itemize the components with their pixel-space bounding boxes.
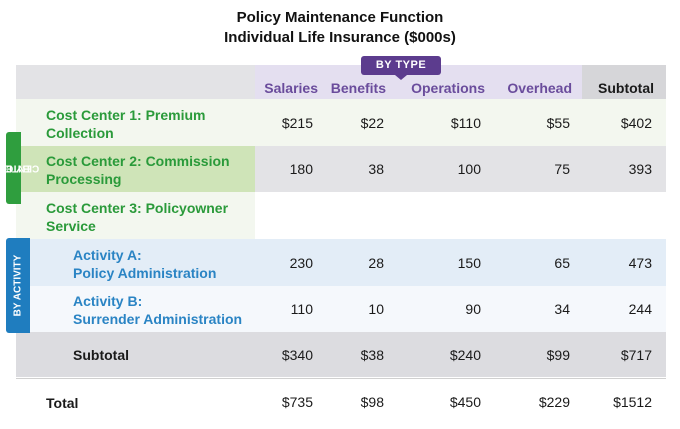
cell-subtotal-overhead: $99 xyxy=(546,347,570,363)
row-bg-cost-center-1 xyxy=(16,99,666,146)
row-label-activity-a: Activity A: Policy Administration xyxy=(73,247,217,281)
cell-cc1-overhead: $55 xyxy=(546,115,570,131)
by-type-badge: BY TYPE xyxy=(361,56,441,80)
cell-subtotal-operations: $240 xyxy=(449,347,481,363)
cell-act-b-benefits: 10 xyxy=(368,301,384,317)
cell-total-salaries: $735 xyxy=(281,394,313,410)
column-header-overhead: Overhead xyxy=(507,80,572,96)
cell-total-overhead: $229 xyxy=(538,394,570,410)
cell-cc2-overhead: 75 xyxy=(554,161,570,177)
column-header-subtotal: Subtotal xyxy=(598,80,654,96)
row-bg-subtotal xyxy=(16,332,666,377)
cell-act-a-salaries: 230 xyxy=(289,255,313,271)
table-subtitle: Individual Life Insurance ($000s) xyxy=(224,29,456,46)
cell-total-benefits: $98 xyxy=(360,394,384,410)
cell-act-a-subtotal: 473 xyxy=(628,255,652,271)
cell-act-b-operations: 90 xyxy=(465,301,481,317)
table-title: Policy Maintenance Function xyxy=(236,9,444,26)
cell-act-a-overhead: 65 xyxy=(554,255,570,271)
row-bg-activity-b xyxy=(16,286,666,332)
by-activity-tab: BY ACTIVITY xyxy=(6,238,30,333)
header-subtotal-band xyxy=(582,65,666,99)
row-label-cost-center-2: Cost Center 2: Commission Processing xyxy=(46,153,230,187)
total-divider xyxy=(16,378,666,379)
row-label-cost-center-1: Cost Center 1: Premium Collection xyxy=(46,107,206,141)
cell-subtotal-salaries: $340 xyxy=(281,347,313,363)
column-header-salaries: Salaries xyxy=(264,80,318,96)
row-label-activity-b: Activity B: Surrender Administration xyxy=(73,293,243,327)
cell-cc2-benefits: 38 xyxy=(368,161,384,177)
cell-cc2-operations: 100 xyxy=(457,161,481,177)
cell-act-a-benefits: 28 xyxy=(368,255,384,271)
cell-subtotal-subtotal: $717 xyxy=(620,347,652,363)
cell-act-a-operations: 150 xyxy=(457,255,481,271)
row-label-subtotal: Subtotal xyxy=(73,347,129,363)
row-label-highlight-cost-center-2 xyxy=(16,146,255,192)
cell-cc1-subtotal: $402 xyxy=(620,115,652,131)
cell-act-b-overhead: 34 xyxy=(554,301,570,317)
cell-total-subtotal: $1512 xyxy=(613,394,652,410)
row-bg-cost-center-3-label xyxy=(16,192,255,239)
cell-cc1-operations: $110 xyxy=(450,115,481,131)
cell-total-operations: $450 xyxy=(449,394,481,410)
cell-cc2-subtotal: 393 xyxy=(628,161,652,177)
cell-cc2-salaries: 180 xyxy=(289,161,313,177)
row-label-total: Total xyxy=(46,395,79,411)
cell-act-b-salaries: 110 xyxy=(290,301,313,317)
cell-cc1-salaries: $215 xyxy=(281,115,313,131)
cell-subtotal-benefits: $38 xyxy=(360,347,384,363)
row-label-cost-center-3: Cost Center 3: Policyowner Service xyxy=(46,200,229,234)
column-header-benefits: Benefits xyxy=(330,80,386,96)
column-header-operations: Operations xyxy=(411,80,485,96)
by-cost-center-tab: BY COSTCENTER xyxy=(0,132,40,204)
cell-cc1-benefits: $22 xyxy=(360,115,384,131)
row-bg-activity-a xyxy=(16,239,666,286)
cell-act-b-subtotal: 244 xyxy=(628,301,652,317)
